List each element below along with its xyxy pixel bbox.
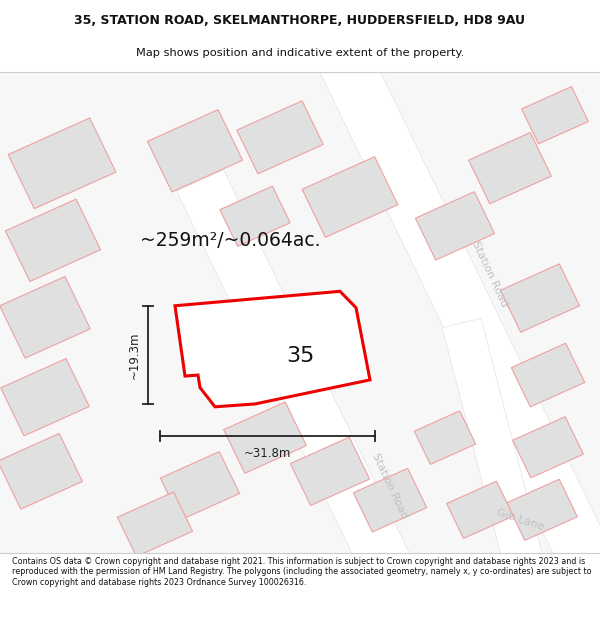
Polygon shape — [506, 479, 577, 541]
Polygon shape — [290, 437, 370, 506]
Polygon shape — [220, 186, 290, 246]
Text: ~31.8m: ~31.8m — [244, 446, 291, 459]
Polygon shape — [500, 264, 580, 332]
Polygon shape — [237, 101, 323, 174]
Polygon shape — [175, 291, 370, 407]
Text: Station Road: Station Road — [370, 451, 410, 520]
Polygon shape — [415, 192, 494, 260]
Polygon shape — [1, 359, 89, 436]
Polygon shape — [289, 0, 600, 619]
Polygon shape — [521, 86, 589, 144]
Polygon shape — [5, 199, 101, 281]
Polygon shape — [415, 411, 476, 464]
Polygon shape — [224, 402, 307, 473]
Polygon shape — [0, 434, 82, 509]
Polygon shape — [469, 132, 551, 204]
Text: Station Road: Station Road — [470, 239, 509, 308]
Text: Contains OS data © Crown copyright and database right 2021. This information is : Contains OS data © Crown copyright and d… — [12, 557, 592, 586]
Text: ~19.3m: ~19.3m — [128, 331, 140, 379]
Text: 35: 35 — [286, 346, 314, 366]
Polygon shape — [8, 118, 116, 209]
Polygon shape — [118, 492, 193, 556]
Polygon shape — [176, 170, 520, 625]
Polygon shape — [442, 318, 578, 625]
Text: Map shows position and indicative extent of the property.: Map shows position and indicative extent… — [136, 48, 464, 58]
Text: ~259m²/~0.064ac.: ~259m²/~0.064ac. — [140, 231, 320, 250]
Polygon shape — [353, 468, 427, 532]
Text: 35, STATION ROAD, SKELMANTHORPE, HUDDERSFIELD, HD8 9AU: 35, STATION ROAD, SKELMANTHORPE, HUDDERS… — [74, 14, 526, 27]
Polygon shape — [148, 109, 242, 192]
Polygon shape — [446, 481, 514, 539]
Text: Gib Lane: Gib Lane — [495, 507, 545, 532]
Polygon shape — [512, 417, 583, 478]
Polygon shape — [511, 343, 584, 407]
Polygon shape — [0, 276, 91, 358]
Polygon shape — [302, 157, 398, 238]
Polygon shape — [160, 452, 239, 520]
